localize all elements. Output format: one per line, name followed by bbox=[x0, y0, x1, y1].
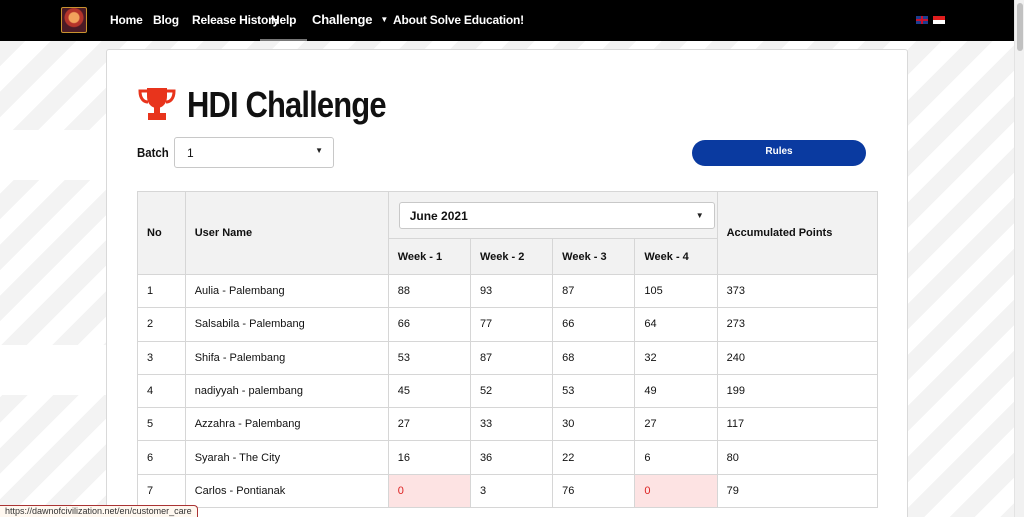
cell-week-1: 0 bbox=[387, 473, 471, 509]
cell-week-2: 3 bbox=[469, 473, 554, 509]
cell-week-4: 0 bbox=[634, 473, 718, 509]
batch-label: Batch bbox=[137, 145, 169, 160]
column-header-user: User Name bbox=[184, 191, 389, 275]
cell-no: 5 bbox=[137, 407, 186, 442]
table-row: 3 Shifa - Palembang 53 87 68 32 240 bbox=[137, 340, 879, 375]
cell-week-3: 66 bbox=[552, 307, 636, 342]
cell-week-1: 88 bbox=[387, 273, 471, 309]
column-header-week-3: Week - 3 bbox=[552, 238, 636, 275]
cell-week-1: 45 bbox=[387, 373, 471, 409]
table-row: 2 Salsabila - Palembang 66 77 66 64 273 bbox=[137, 307, 879, 342]
cell-week-2: 77 bbox=[469, 307, 554, 342]
cell-week-1: 66 bbox=[387, 307, 471, 342]
trophy-icon bbox=[138, 88, 176, 120]
indonesia-flag-icon[interactable] bbox=[933, 16, 945, 24]
cell-week-4: 6 bbox=[634, 440, 718, 475]
cell-total: 117 bbox=[716, 407, 879, 442]
chevron-down-icon: ▼ bbox=[315, 146, 323, 155]
nav-challenge-label: Challenge bbox=[312, 12, 373, 27]
nav-help[interactable]: Help bbox=[260, 0, 308, 41]
cell-week-2: 87 bbox=[469, 340, 554, 375]
page-title: HDI Challenge bbox=[187, 84, 387, 125]
cell-no: 1 bbox=[137, 273, 186, 309]
chevron-down-icon: ▼ bbox=[695, 211, 704, 220]
status-bar-url: https://dawnofcivilization.net/en/custom… bbox=[0, 505, 198, 517]
cell-total: 79 bbox=[716, 473, 879, 509]
cell-week-3: 87 bbox=[552, 273, 636, 309]
cell-week-2: 52 bbox=[469, 373, 554, 409]
cell-user: nadiyyah - palembang bbox=[184, 373, 389, 409]
rules-button[interactable]: Rules bbox=[692, 140, 866, 166]
table-row: 1 Aulia - Palembang 88 93 87 105 373 bbox=[137, 273, 879, 309]
cell-week-3: 76 bbox=[552, 473, 636, 509]
cell-user: Azzahra - Palembang bbox=[184, 407, 389, 442]
column-header-week-2: Week - 2 bbox=[469, 238, 554, 275]
column-header-week-1: Week - 1 bbox=[387, 238, 471, 275]
top-navbar: Home Blog Release History Help Challenge… bbox=[0, 0, 1014, 41]
cell-week-1: 16 bbox=[387, 440, 471, 475]
cell-user: Aulia - Palembang bbox=[184, 273, 389, 309]
cell-week-2: 36 bbox=[469, 440, 554, 475]
table-row: 5 Azzahra - Palembang 27 33 30 27 117 bbox=[137, 407, 879, 442]
cell-total: 199 bbox=[716, 373, 879, 409]
uk-flag-icon[interactable] bbox=[916, 16, 928, 24]
cell-week-3: 53 bbox=[552, 373, 636, 409]
month-header: June 2021 ▼ bbox=[387, 191, 718, 239]
column-header-week-4: Week - 4 bbox=[634, 238, 718, 275]
chevron-down-icon: ▼ bbox=[380, 15, 389, 24]
background-band bbox=[0, 130, 110, 180]
cell-total: 373 bbox=[716, 273, 879, 309]
cell-user: Shifa - Palembang bbox=[184, 340, 389, 375]
cell-week-4: 27 bbox=[634, 407, 718, 442]
cell-week-2: 93 bbox=[469, 273, 554, 309]
cell-week-3: 30 bbox=[552, 407, 636, 442]
month-select-value: June 2021 bbox=[409, 209, 468, 223]
column-header-no: No bbox=[137, 191, 186, 275]
month-select[interactable]: June 2021 ▼ bbox=[398, 202, 715, 229]
site-logo[interactable] bbox=[61, 7, 87, 33]
table-row: 4 nadiyyah - palembang 45 52 53 49 199 bbox=[137, 373, 879, 409]
cell-no: 4 bbox=[137, 373, 186, 409]
table-row: 7 Carlos - Pontianak 0 3 76 0 79 bbox=[137, 473, 879, 509]
cell-total: 80 bbox=[716, 440, 879, 475]
nav-challenge-dropdown[interactable]: Challenge ▼ bbox=[312, 0, 388, 41]
cell-week-1: 53 bbox=[387, 340, 471, 375]
cell-week-4: 32 bbox=[634, 340, 718, 375]
batch-select[interactable]: 1 ▼ bbox=[174, 137, 334, 168]
cell-no: 3 bbox=[137, 340, 186, 375]
vertical-scrollbar[interactable] bbox=[1014, 0, 1024, 517]
cell-no: 6 bbox=[137, 440, 186, 475]
background-band bbox=[0, 345, 110, 395]
cell-week-2: 33 bbox=[469, 407, 554, 442]
cell-no: 7 bbox=[137, 473, 186, 509]
cell-week-3: 68 bbox=[552, 340, 636, 375]
cell-user: Syarah - The City bbox=[184, 440, 389, 475]
cell-week-4: 105 bbox=[634, 273, 718, 309]
cell-user: Carlos - Pontianak bbox=[184, 473, 389, 509]
nav-help-label: Help bbox=[271, 13, 297, 27]
column-header-accumulated: Accumulated Points bbox=[716, 191, 879, 275]
leaderboard-table: No User Name June 2021 ▼ Accumulated Poi… bbox=[137, 191, 879, 509]
nav-blog[interactable]: Blog bbox=[153, 13, 179, 27]
scrollbar-thumb[interactable] bbox=[1017, 3, 1023, 51]
cell-user: Salsabila - Palembang bbox=[184, 307, 389, 342]
cell-total: 273 bbox=[716, 307, 879, 342]
nav-about[interactable]: About Solve Education! bbox=[393, 13, 524, 27]
cell-week-4: 64 bbox=[634, 307, 718, 342]
nav-home[interactable]: Home bbox=[110, 13, 143, 27]
cell-week-1: 27 bbox=[387, 407, 471, 442]
cell-week-3: 22 bbox=[552, 440, 636, 475]
nav-release-history[interactable]: Release History bbox=[192, 13, 280, 27]
cell-no: 2 bbox=[137, 307, 186, 342]
cell-week-4: 49 bbox=[634, 373, 718, 409]
batch-select-value: 1 bbox=[187, 146, 194, 160]
table-row: 6 Syarah - The City 16 36 22 6 80 bbox=[137, 440, 879, 475]
cell-total: 240 bbox=[716, 340, 879, 375]
